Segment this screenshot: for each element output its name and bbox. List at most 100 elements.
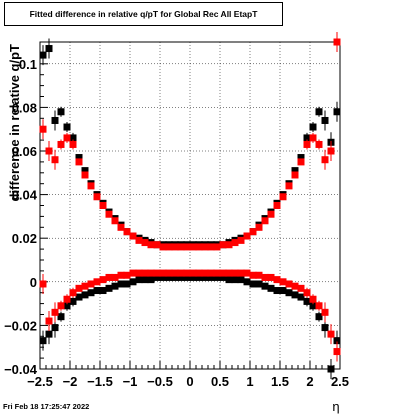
x-tick-label: 0.5 xyxy=(211,374,229,389)
data-point xyxy=(219,273,227,281)
data-point xyxy=(297,154,305,162)
data-point xyxy=(315,302,323,310)
data-point xyxy=(321,156,329,164)
data-point xyxy=(285,280,293,288)
data-point xyxy=(93,278,101,286)
data-point xyxy=(255,223,263,231)
data-point xyxy=(171,273,179,281)
data-point xyxy=(327,330,335,338)
data-point xyxy=(285,289,293,297)
data-point xyxy=(243,232,251,240)
data-point xyxy=(57,302,65,310)
x-tick-label: −2.5 xyxy=(27,374,53,389)
data-point xyxy=(45,45,53,53)
data-point xyxy=(63,123,71,131)
data-point xyxy=(129,278,137,286)
data-point xyxy=(309,295,317,303)
tick-labels: −2.5 −2 −1.5 −1 −0.5 0 0.5 1 1.5 2 2.5 −0.04 −0.02 0 0… xyxy=(4,57,349,389)
data-point xyxy=(201,273,209,281)
data-point xyxy=(309,134,317,142)
x-tick-label: 2 xyxy=(306,374,313,389)
data-point xyxy=(333,38,341,46)
data-point xyxy=(39,51,47,59)
data-point xyxy=(81,282,89,290)
data-point xyxy=(195,269,203,277)
data-point xyxy=(51,156,59,164)
data-point xyxy=(81,171,89,179)
data-point xyxy=(321,308,329,316)
data-point xyxy=(279,287,287,295)
data-point xyxy=(303,297,311,305)
data-point xyxy=(201,269,209,277)
data-point xyxy=(129,232,137,240)
axis-ticks xyxy=(39,41,341,370)
data-point xyxy=(297,284,305,292)
data-point xyxy=(195,243,203,251)
data-point xyxy=(219,241,227,249)
y-axis-label: difference in relative q/pT xyxy=(7,44,22,202)
data-point xyxy=(207,273,215,281)
data-point xyxy=(93,287,101,295)
data-point xyxy=(237,269,245,277)
x-tick-label: 0 xyxy=(186,374,193,389)
plot-frame xyxy=(39,41,341,370)
data-point xyxy=(279,193,287,201)
data-point xyxy=(189,269,197,277)
data-point xyxy=(153,273,161,281)
x-tick-label: 1.5 xyxy=(271,374,289,389)
data-point xyxy=(207,243,215,251)
data-point xyxy=(129,269,137,277)
data-point xyxy=(225,241,233,249)
data-point xyxy=(81,291,89,299)
data-point xyxy=(159,273,167,281)
data-point xyxy=(159,243,167,251)
data-point xyxy=(213,273,221,281)
data-point xyxy=(171,269,179,277)
data-point xyxy=(39,280,47,288)
y-tick-label: −0.02 xyxy=(4,318,37,333)
data-point xyxy=(279,278,287,286)
data-point xyxy=(69,134,77,142)
y-tick-label: 0.06 xyxy=(12,144,37,159)
data-point xyxy=(267,210,275,218)
data-point xyxy=(105,210,113,218)
data-point xyxy=(315,313,323,321)
data-point xyxy=(261,273,269,281)
data-point xyxy=(99,202,107,209)
data-point xyxy=(135,269,143,277)
data-point xyxy=(291,282,299,290)
data-point xyxy=(213,243,221,251)
data-point xyxy=(75,158,83,166)
data-point xyxy=(231,276,239,284)
data-point xyxy=(267,273,275,281)
data-point xyxy=(177,273,185,281)
data-point xyxy=(291,167,299,175)
data-point xyxy=(87,289,95,297)
chart-title: Fitted difference in relative q/pT for G… xyxy=(4,2,283,26)
data-point xyxy=(183,243,191,251)
data-point xyxy=(123,280,131,288)
y-tick-label: −0.04 xyxy=(4,362,38,377)
data-point xyxy=(315,108,323,116)
data-point xyxy=(45,317,53,325)
data-point xyxy=(219,269,227,277)
data-point xyxy=(141,276,149,284)
x-tick-label: −2 xyxy=(63,374,78,389)
data-point xyxy=(45,330,53,338)
data-point xyxy=(303,134,311,142)
data-point xyxy=(99,276,107,284)
data-point xyxy=(57,108,65,116)
data-point xyxy=(117,280,125,288)
data-point xyxy=(183,273,191,281)
data-point xyxy=(87,182,95,190)
data-point xyxy=(93,193,101,201)
data-point xyxy=(171,243,179,251)
data-point xyxy=(45,147,53,155)
data-point xyxy=(63,134,71,142)
data-point xyxy=(135,236,143,244)
data-point xyxy=(75,284,83,292)
data-point xyxy=(225,276,233,284)
data-point xyxy=(153,269,161,277)
data-point xyxy=(105,273,113,281)
data-point xyxy=(147,269,155,277)
